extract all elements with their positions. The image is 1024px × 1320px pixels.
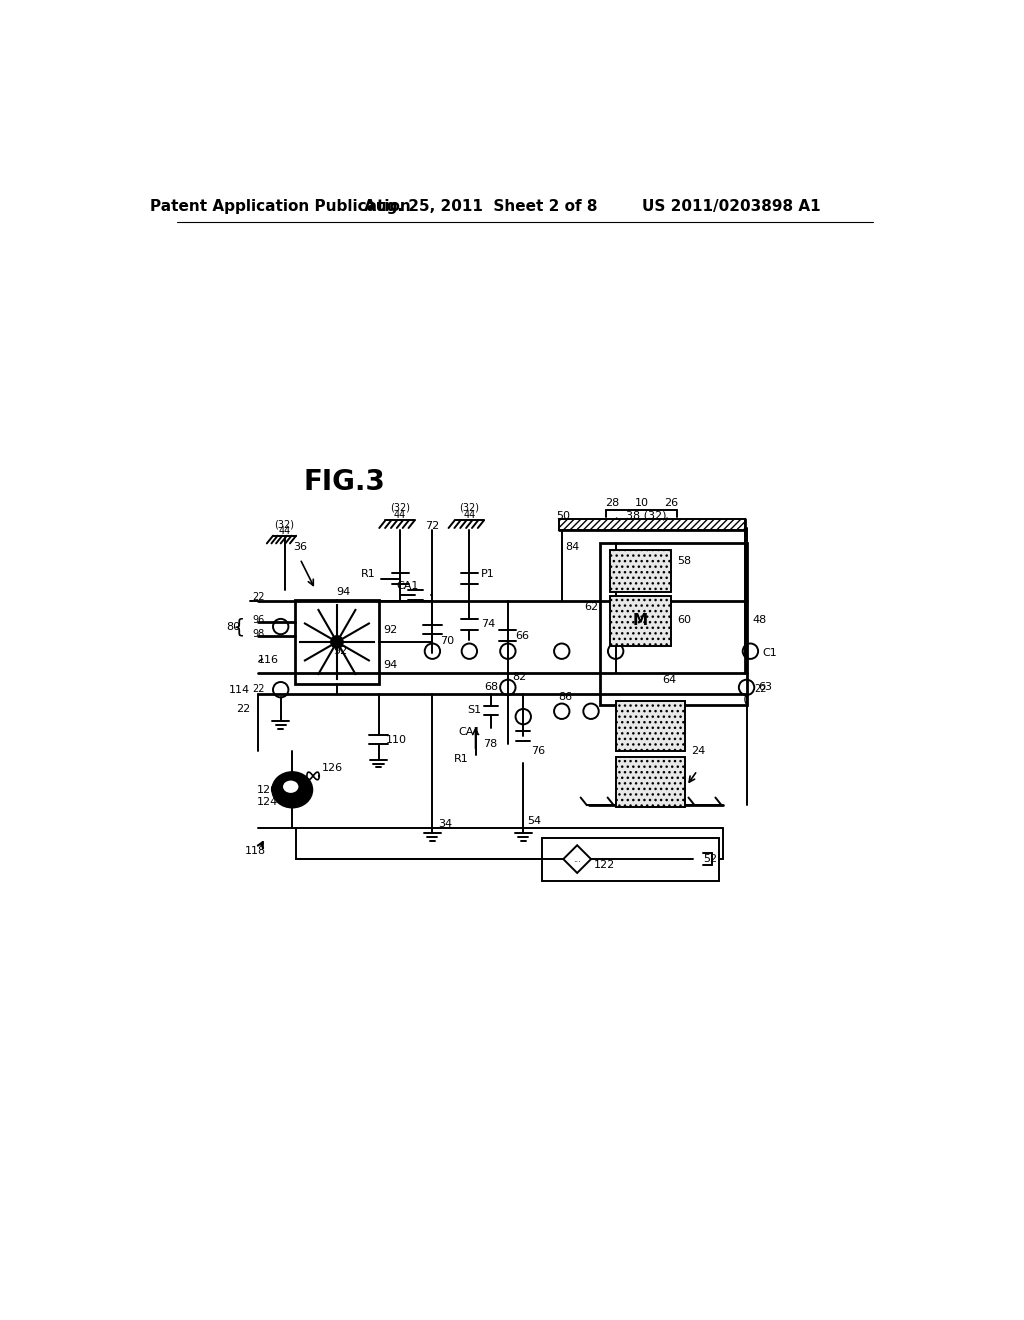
Text: 82: 82 [512,672,526,681]
Ellipse shape [272,772,312,808]
Text: 34: 34 [438,820,453,829]
Text: 94: 94 [336,587,350,597]
Bar [615,701,685,751]
Bar [542,837,719,880]
Text: 70: 70 [440,636,455,647]
Text: 44: 44 [279,527,291,536]
Text: 116: 116 [258,656,279,665]
Text: {: { [232,616,245,636]
Text: Patent Application Publication: Patent Application Publication [151,198,411,214]
Text: 72: 72 [425,520,439,531]
Text: 92: 92 [334,647,348,656]
Bar [615,756,685,807]
Text: 84: 84 [565,543,580,552]
Bar [600,544,746,705]
Bar [295,599,379,684]
Text: R1: R1 [455,754,469,764]
Text: 22: 22 [755,684,767,694]
Text: Aug. 25, 2011  Sheet 2 of 8: Aug. 25, 2011 Sheet 2 of 8 [365,198,598,214]
Text: CA1: CA1 [396,581,419,591]
Text: 44: 44 [463,510,475,520]
Text: 98: 98 [252,630,264,639]
Text: 120: 120 [257,785,279,795]
Text: 110: 110 [386,735,408,744]
Text: 114: 114 [228,685,250,694]
Text: 96: 96 [252,615,264,626]
Text: 80: 80 [225,622,240,631]
Text: 50: 50 [556,511,570,520]
Text: 36: 36 [293,543,307,552]
Text: CA1: CA1 [459,727,481,737]
Text: ...: ... [573,854,581,863]
Text: 22: 22 [236,704,250,714]
Text: 68: 68 [484,682,498,693]
Text: 60: 60 [677,615,691,626]
Text: P1: P1 [481,569,495,579]
Text: (: ( [742,693,748,706]
Text: (32): (32) [274,520,295,529]
Text: C1: C1 [762,648,777,657]
Text: 38 (32): 38 (32) [627,511,667,520]
Text: 92: 92 [383,626,397,635]
Text: 26: 26 [664,499,678,508]
Text: 126: 126 [322,763,343,774]
Text: (32): (32) [390,503,410,513]
Ellipse shape [283,780,298,793]
Text: 44: 44 [394,510,407,520]
Text: 54: 54 [527,816,542,825]
Text: 118: 118 [245,846,266,857]
Text: M: M [633,612,648,628]
Bar [559,519,745,529]
Text: 48: 48 [753,615,767,626]
Text: 78: 78 [483,739,498,748]
Text: FIG.3: FIG.3 [304,467,386,496]
Text: S1: S1 [467,705,481,715]
Bar [609,549,671,591]
Text: 22: 22 [252,684,265,694]
Text: 52: 52 [703,854,718,865]
Text: R1: R1 [360,569,376,579]
Text: 124: 124 [257,797,279,807]
Bar [609,595,671,645]
Text: 62: 62 [584,602,598,611]
Text: 122: 122 [594,861,615,870]
Text: 74: 74 [481,619,496,630]
Text: 58: 58 [677,556,691,566]
Text: 24: 24 [691,746,706,756]
Text: 86: 86 [558,693,572,702]
Text: 10: 10 [635,499,649,508]
Text: (32): (32) [460,503,479,513]
Circle shape [331,636,343,648]
Text: 64: 64 [663,676,677,685]
Text: 28: 28 [605,499,620,508]
Text: 22: 22 [252,591,265,602]
Text: 66: 66 [515,631,529,640]
Text: 94: 94 [383,660,397,671]
Text: 76: 76 [531,746,545,756]
Text: US 2011/0203898 A1: US 2011/0203898 A1 [642,198,820,214]
Text: 63: 63 [758,682,772,693]
